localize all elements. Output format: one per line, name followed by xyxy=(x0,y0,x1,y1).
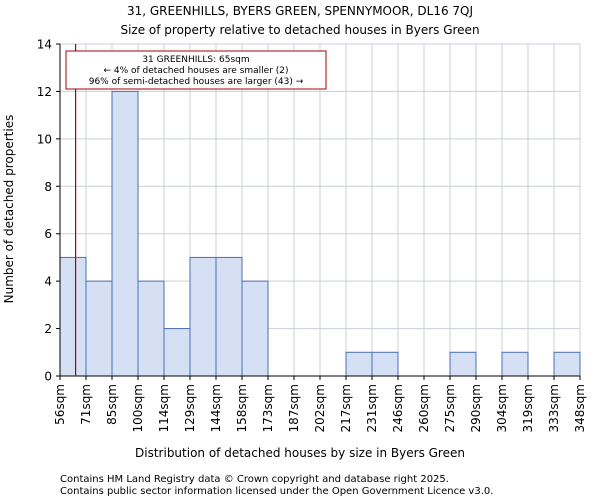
x-tick-label: 187sqm xyxy=(287,384,301,432)
x-tick-label: 56sqm xyxy=(53,384,67,425)
y-tick-label: 4 xyxy=(44,275,52,289)
y-tick-label: 10 xyxy=(37,132,52,146)
bar xyxy=(501,351,529,377)
bars-group xyxy=(59,90,581,377)
bar xyxy=(449,351,477,377)
bar xyxy=(137,280,165,377)
y-tick-label: 14 xyxy=(37,38,52,52)
bar xyxy=(241,280,269,377)
x-tick-label: 85sqm xyxy=(105,384,119,425)
annotation-line-2: ← 4% of detached houses are smaller (2) xyxy=(103,66,288,76)
x-tick-label: 202sqm xyxy=(313,384,327,432)
annotation-box xyxy=(65,50,327,90)
x-tick-label: 319sqm xyxy=(521,384,535,432)
bar xyxy=(371,351,399,377)
x-tick-label: 129sqm xyxy=(183,384,197,432)
x-tick-label: 275sqm xyxy=(443,384,457,432)
footer-line-1: Contains HM Land Registry data © Crown c… xyxy=(60,474,449,485)
annotation-line-1: 31 GREENHILLS: 65sqm xyxy=(142,55,249,65)
x-axis-label: Distribution of detached houses by size … xyxy=(135,446,465,460)
x-tick-label: 290sqm xyxy=(469,384,483,432)
bar xyxy=(345,351,373,377)
bar xyxy=(85,280,113,377)
bar xyxy=(163,328,191,377)
y-tick-label: 8 xyxy=(44,180,52,194)
bar xyxy=(189,256,217,377)
x-tick-label: 304sqm xyxy=(495,384,509,432)
x-tick-label: 333sqm xyxy=(547,384,561,432)
bar xyxy=(553,351,581,377)
x-tick-label: 158sqm xyxy=(235,384,249,432)
annotation-line-3: 96% of semi-detached houses are larger (… xyxy=(89,77,304,87)
y-tick-label: 12 xyxy=(37,85,52,99)
y-ticks: 0 2 4 6 8 10 12 14 xyxy=(37,38,60,384)
bar xyxy=(215,256,243,377)
bar xyxy=(111,90,139,377)
x-tick-label: 348sqm xyxy=(573,384,587,432)
x-tick-label: 173sqm xyxy=(261,384,275,432)
y-tick-label: 0 xyxy=(44,370,52,384)
x-tick-label: 260sqm xyxy=(417,384,431,432)
chart-title: 31, GREENHILLS, BYERS GREEN, SPENNYMOOR,… xyxy=(127,4,473,18)
x-tick-label: 100sqm xyxy=(131,384,145,432)
y-tick-label: 2 xyxy=(44,322,52,336)
x-tick-label: 217sqm xyxy=(339,384,353,432)
x-tick-label: 231sqm xyxy=(365,384,379,432)
footer-line-2: Contains public sector information licen… xyxy=(60,486,493,497)
marker-annotation: 31 GREENHILLS: 65sqm ← 4% of detached ho… xyxy=(65,50,327,90)
bar xyxy=(59,256,87,377)
y-tick-label: 6 xyxy=(44,227,52,241)
x-tick-label: 246sqm xyxy=(391,384,405,432)
x-tick-label: 144sqm xyxy=(209,384,223,432)
x-tick-label: 114sqm xyxy=(157,384,171,432)
y-axis-label: Number of detached properties xyxy=(2,115,16,304)
chart-subtitle: Size of property relative to detached ho… xyxy=(120,23,479,37)
x-ticks: 56sqm 71sqm 85sqm 100sqm 114sqm 129sqm 144sqm 1… xyxy=(53,376,587,432)
x-tick-label: 71sqm xyxy=(79,384,93,425)
